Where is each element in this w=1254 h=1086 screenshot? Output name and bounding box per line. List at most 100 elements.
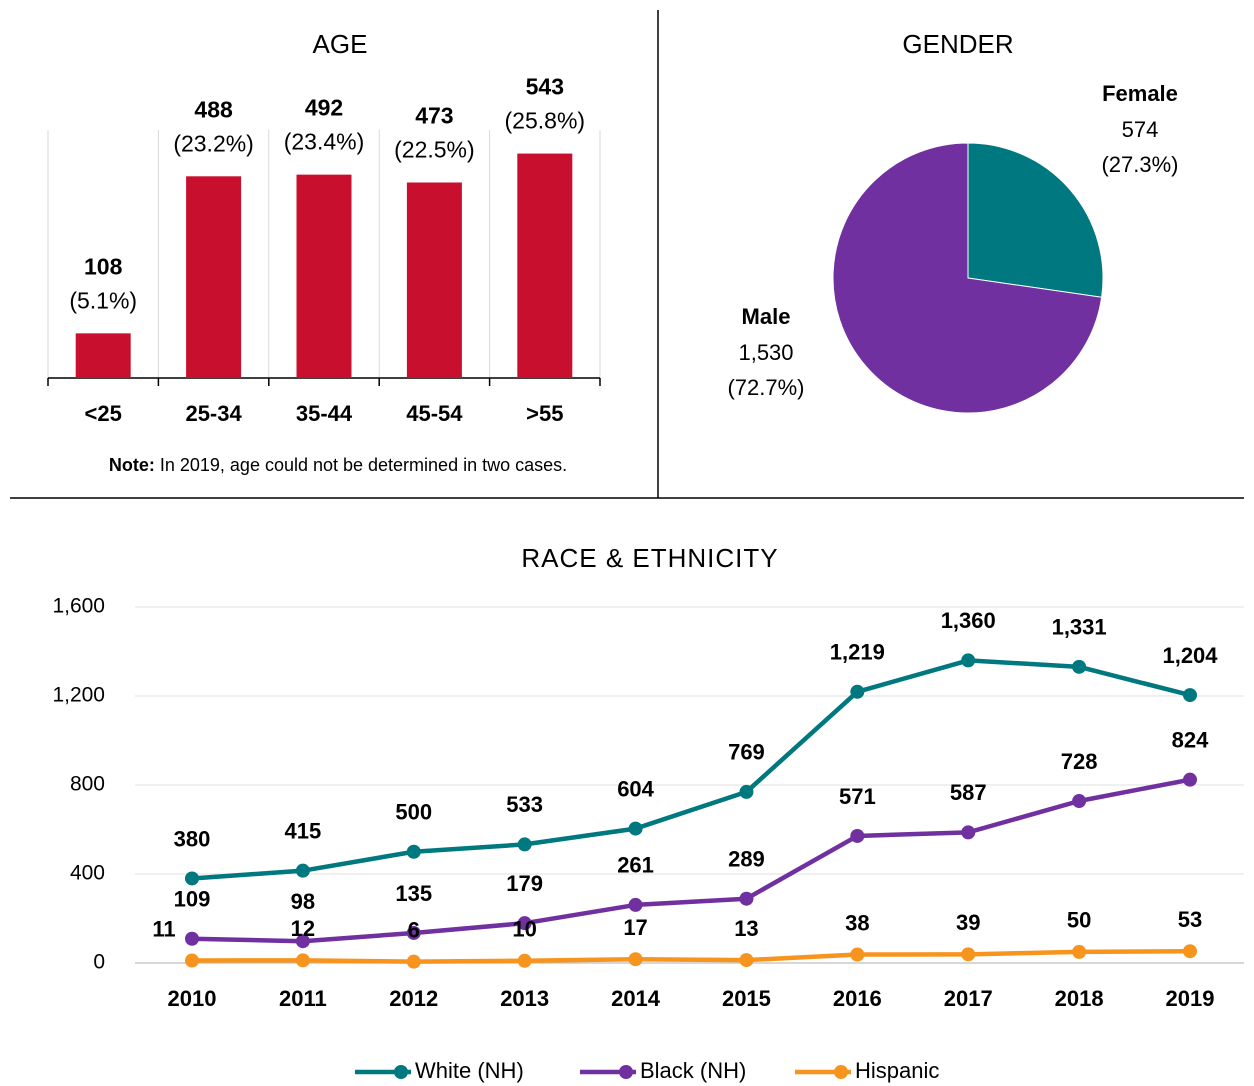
data-point — [295, 953, 310, 968]
value-label: 571 — [839, 784, 876, 809]
x-tick-label: 2015 — [722, 986, 771, 1011]
legend-label: Black (NH) — [640, 1058, 746, 1083]
value-label: 1,219 — [830, 640, 885, 665]
x-tick-label: 2016 — [833, 986, 882, 1011]
data-point — [628, 821, 643, 836]
value-label: 261 — [617, 853, 654, 878]
share-label: (27.3%) — [1101, 152, 1178, 177]
chart-title: GENDER — [902, 29, 1013, 59]
x-tick-label: 2012 — [389, 986, 438, 1011]
note-label: Note: — [109, 455, 155, 475]
data-point — [739, 784, 754, 799]
slice-name: Male — [742, 304, 791, 329]
x-tick-label: 35-44 — [296, 401, 353, 426]
value-label: 728 — [1061, 749, 1098, 774]
data-point — [1072, 794, 1087, 809]
value-label: 533 — [506, 792, 543, 817]
value-label: 289 — [728, 847, 765, 872]
y-tick-label: 400 — [70, 862, 105, 885]
pie-slice — [967, 142, 1104, 298]
value-label: 1,360 — [941, 608, 996, 633]
data-point — [406, 954, 421, 969]
data-point — [185, 931, 199, 946]
value-label: 6 — [408, 917, 420, 942]
value-label: 604 — [617, 776, 654, 801]
value-label: 12 — [291, 916, 315, 941]
value-label: 769 — [728, 740, 765, 765]
bar — [186, 176, 242, 378]
legend-marker — [394, 1065, 408, 1079]
data-point — [406, 925, 421, 940]
y-tick-label: 800 — [70, 773, 105, 796]
data-point — [295, 934, 310, 949]
data-point — [1183, 772, 1197, 787]
value-label: 1,204 — [1162, 643, 1218, 668]
data-point — [517, 837, 532, 852]
x-tick-label: 2010 — [168, 986, 217, 1011]
note: Note: In 2019, age could not be determine… — [109, 455, 567, 475]
data-point — [850, 947, 865, 962]
value-label: 587 — [950, 780, 987, 805]
value-label: 17 — [623, 915, 647, 940]
bar — [517, 153, 573, 378]
x-tick-label: 2011 — [279, 986, 327, 1011]
x-tick-label: 45-54 — [406, 401, 463, 426]
data-point — [628, 952, 643, 967]
bar — [75, 333, 131, 378]
value-label: 574 — [1122, 117, 1159, 142]
share-label: (23.4%) — [284, 129, 365, 155]
value-label: 38 — [845, 910, 869, 935]
x-tick-label: >55 — [526, 401, 563, 426]
data-point — [961, 653, 976, 668]
data-point — [850, 684, 865, 699]
value-label: 492 — [305, 95, 343, 121]
value-label: 415 — [285, 818, 322, 843]
data-point — [739, 953, 754, 968]
data-point — [517, 916, 532, 931]
data-point — [961, 947, 976, 962]
x-tick-label: 2013 — [500, 986, 549, 1011]
value-label: 824 — [1172, 727, 1209, 752]
pie-slice — [832, 142, 1103, 414]
data-point — [295, 863, 310, 878]
data-point — [739, 891, 754, 906]
data-point — [1072, 944, 1087, 959]
value-label: 488 — [194, 96, 233, 122]
value-label: 50 — [1067, 908, 1091, 933]
legend-label: White (NH) — [415, 1058, 524, 1083]
y-tick-label: 1,200 — [52, 684, 105, 707]
value-label: 1,530 — [738, 340, 793, 365]
share-label: (22.5%) — [394, 137, 475, 163]
value-label: 380 — [174, 826, 211, 851]
y-tick-label: 1,600 — [52, 595, 105, 618]
data-point — [961, 825, 976, 840]
value-label: 11 — [152, 916, 175, 941]
legend-label: Hispanic — [855, 1058, 939, 1083]
bar — [406, 182, 462, 378]
value-label: 13 — [734, 916, 758, 941]
value-label: 179 — [506, 871, 543, 896]
series-line — [191, 658, 1191, 881]
chart-title: RACE & ETHNICITY — [521, 543, 778, 573]
data-point — [185, 953, 199, 968]
data-point — [185, 871, 199, 886]
value-label: 1,331 — [1052, 615, 1107, 640]
x-tick-label: <25 — [85, 401, 122, 426]
slice-name: Female — [1102, 81, 1178, 106]
y-tick-label: 0 — [93, 951, 105, 974]
data-point — [1183, 944, 1197, 959]
value-label: 500 — [395, 800, 432, 825]
value-label: 543 — [526, 74, 564, 100]
series-line — [191, 948, 1191, 964]
value-label: 109 — [174, 887, 211, 912]
value-label: 39 — [956, 910, 980, 935]
data-point — [628, 897, 643, 912]
note-text: In 2019, age could not be determined in … — [160, 455, 567, 475]
data-point — [1183, 688, 1197, 703]
share-label: (72.7%) — [727, 375, 804, 400]
share-label: (25.8%) — [505, 108, 586, 134]
series-line — [191, 777, 1191, 944]
data-point — [1072, 659, 1087, 674]
value-label: 98 — [291, 889, 315, 914]
